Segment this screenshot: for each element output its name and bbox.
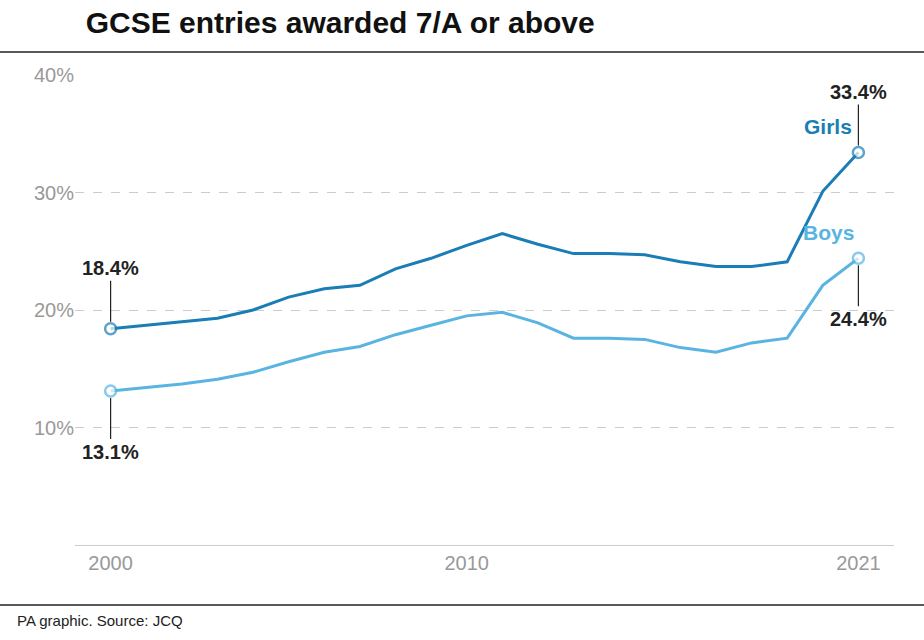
svg-text:GCSE entries awarded 7/A or ab: GCSE entries awarded 7/A or above xyxy=(86,6,595,39)
svg-text:40%: 40% xyxy=(34,64,74,86)
svg-text:30%: 30% xyxy=(34,182,74,204)
svg-text:Boys: Boys xyxy=(803,221,854,244)
svg-text:10%: 10% xyxy=(34,417,74,439)
svg-text:33.4%: 33.4% xyxy=(830,81,887,103)
svg-text:2021: 2021 xyxy=(836,552,881,574)
svg-text:Girls: Girls xyxy=(804,115,852,138)
svg-text:2000: 2000 xyxy=(88,552,133,574)
svg-text:13.1%: 13.1% xyxy=(82,441,139,463)
svg-text:2010: 2010 xyxy=(444,552,489,574)
svg-text:20%: 20% xyxy=(34,299,74,321)
svg-text:24.4%: 24.4% xyxy=(830,308,887,330)
svg-text:18.4%: 18.4% xyxy=(82,257,139,279)
svg-text:PA graphic. Source: JCQ: PA graphic. Source: JCQ xyxy=(17,612,183,629)
